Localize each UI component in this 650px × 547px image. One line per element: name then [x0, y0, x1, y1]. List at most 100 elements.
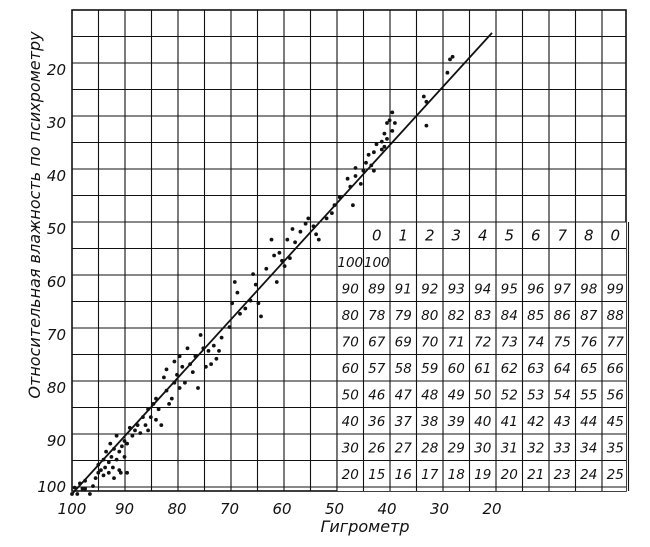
data-point	[96, 470, 101, 475]
data-point	[108, 441, 113, 446]
table-background	[337, 222, 626, 491]
data-point	[303, 221, 308, 226]
table-cell: 77	[607, 334, 625, 350]
data-point	[180, 364, 185, 369]
data-point	[130, 433, 135, 438]
data-point	[122, 439, 127, 443]
table-cell: 72	[474, 334, 491, 350]
x-tick-label: 80	[167, 500, 186, 518]
data-point	[348, 184, 353, 189]
data-point	[88, 492, 92, 496]
data-point	[193, 354, 198, 359]
data-point	[235, 290, 240, 295]
table-cell: 53	[527, 387, 544, 403]
data-point	[211, 343, 216, 348]
data-point	[306, 216, 311, 221]
data-point	[217, 349, 221, 353]
data-point	[172, 359, 177, 364]
x-tick-label: 50	[325, 500, 344, 518]
data-point	[393, 121, 397, 125]
table-cell: 87	[580, 308, 598, 324]
data-point	[93, 476, 98, 480]
data-point	[138, 431, 143, 435]
y-tick-label: 40	[47, 167, 66, 185]
data-point	[311, 224, 316, 229]
table-cell: 67	[368, 334, 386, 350]
table-cell: 99	[607, 281, 624, 297]
table-cell: 94	[474, 281, 491, 297]
table-cell: 15	[368, 467, 385, 483]
data-point	[214, 356, 219, 361]
data-point	[162, 375, 166, 380]
table-cell: 42	[527, 414, 544, 430]
table-cell: 50	[474, 387, 491, 403]
table-row-key: 80	[342, 308, 359, 324]
table-cell: 92	[421, 281, 438, 297]
table-cell: 86	[554, 308, 571, 324]
data-point	[206, 349, 211, 353]
data-point	[209, 362, 214, 366]
data-point	[156, 407, 161, 412]
data-point	[83, 486, 87, 491]
data-point	[424, 123, 429, 128]
table-cell: 33	[554, 440, 571, 456]
data-point	[125, 470, 129, 475]
table-cell: 26	[368, 440, 385, 456]
data-point	[125, 441, 129, 446]
table-cell: 65	[580, 361, 597, 377]
data-point	[177, 386, 182, 390]
data-point	[288, 256, 292, 260]
table-row-key: 30	[342, 440, 359, 456]
data-point	[141, 415, 145, 419]
table-cell: 89	[368, 281, 385, 297]
data-point	[332, 203, 337, 208]
table-cell: 28	[421, 440, 438, 456]
data-point	[183, 380, 187, 385]
data-point	[358, 182, 363, 186]
table-header-cell: 3	[451, 226, 461, 244]
data-point	[201, 346, 206, 351]
table-cell: 41	[501, 414, 518, 430]
table-row-key: 40	[342, 414, 359, 430]
table-cell: 62	[501, 361, 518, 377]
data-point	[390, 110, 395, 115]
data-point	[101, 473, 106, 478]
table-cell: 60	[448, 361, 465, 377]
data-point	[101, 457, 106, 462]
data-point	[238, 311, 242, 316]
data-point	[424, 99, 429, 104]
table-cell: 79	[395, 308, 412, 324]
x-tick-label: 100	[58, 500, 87, 518]
table-row-key: 50	[342, 387, 359, 403]
data-point	[450, 54, 455, 59]
data-point	[382, 144, 387, 149]
data-point	[293, 240, 297, 245]
table-cell: 17	[421, 467, 439, 483]
table-header-cell: 1	[398, 226, 408, 244]
table-cell: 74	[527, 334, 544, 350]
data-point	[364, 160, 368, 165]
y-tick-label: 70	[47, 326, 66, 344]
data-point	[345, 176, 350, 181]
data-point	[133, 428, 137, 433]
data-point	[164, 388, 169, 393]
table-cell: 21	[527, 467, 544, 483]
data-point	[122, 455, 127, 459]
x-tick-labels: 100 90 80 70 60 50 40 30 20	[58, 500, 502, 518]
data-point	[280, 258, 284, 263]
data-point	[118, 470, 123, 475]
table-cell: 52	[501, 387, 518, 403]
table-cell: 57	[368, 361, 386, 377]
table-cell: 71	[448, 334, 465, 350]
data-point	[316, 237, 321, 242]
table-cell: 96	[527, 281, 544, 297]
table-cell: 93	[448, 281, 465, 297]
y-tick-label: 60	[47, 273, 66, 291]
table-cell: 80	[421, 308, 438, 324]
table-cell: 100	[364, 255, 390, 271]
data-point	[253, 282, 258, 287]
data-point	[272, 253, 276, 258]
data-point	[159, 423, 164, 427]
data-point	[204, 364, 208, 369]
table-cell: 32	[527, 440, 544, 456]
